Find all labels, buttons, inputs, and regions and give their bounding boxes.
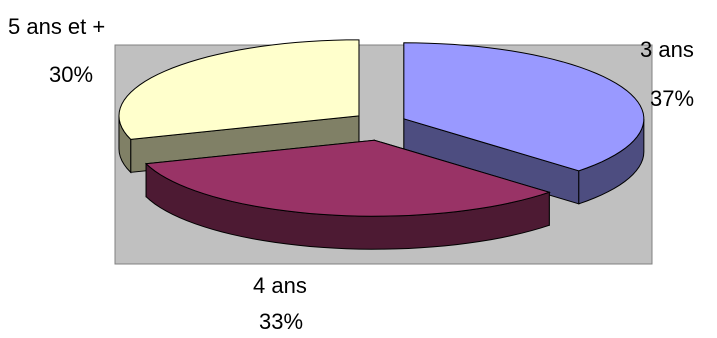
value-label-3-ans: 37% bbox=[650, 86, 694, 111]
pie-slices bbox=[118, 39, 645, 250]
pie-slice-3-ans bbox=[403, 42, 645, 205]
pie-slice-top-3-ans bbox=[403, 42, 645, 172]
pie-slice-top-4-ans bbox=[144, 139, 551, 217]
value-label-5-ans-et-plus: 30% bbox=[49, 62, 93, 87]
pie-slice-5-ans-et-plus bbox=[118, 39, 360, 174]
category-label-5-ans-et-plus: 5 ans et + bbox=[8, 14, 105, 39]
pie-slice-top-5-ans-et-plus bbox=[118, 39, 360, 140]
category-label-4-ans: 4 ans bbox=[253, 273, 307, 298]
category-label-3-ans: 3 ans bbox=[640, 37, 694, 62]
pie-slice-4-ans bbox=[144, 139, 551, 250]
value-label-4-ans: 33% bbox=[259, 309, 303, 333]
